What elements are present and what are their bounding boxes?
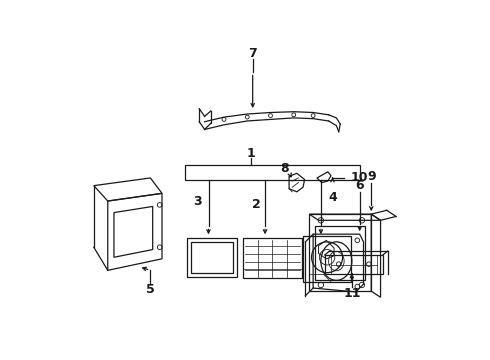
Bar	[187, 238, 237, 276]
Bar	[309, 214, 371, 291]
Bar	[325, 255, 383, 274]
Bar	[316, 226, 365, 280]
Text: 6: 6	[355, 179, 364, 192]
Text: 8: 8	[280, 162, 289, 175]
Bar	[244, 238, 301, 278]
Text: 4: 4	[328, 191, 337, 204]
Bar	[185, 165, 360, 180]
Text: 5: 5	[146, 283, 155, 296]
Text: 3: 3	[194, 194, 202, 208]
Text: 11: 11	[343, 287, 361, 300]
Bar	[191, 242, 233, 273]
Text: 1: 1	[247, 147, 255, 160]
Text: 2: 2	[252, 198, 261, 211]
Text: 10: 10	[351, 171, 368, 184]
Text: 9: 9	[367, 170, 375, 183]
Bar	[303, 236, 351, 282]
Text: 7: 7	[248, 48, 257, 60]
